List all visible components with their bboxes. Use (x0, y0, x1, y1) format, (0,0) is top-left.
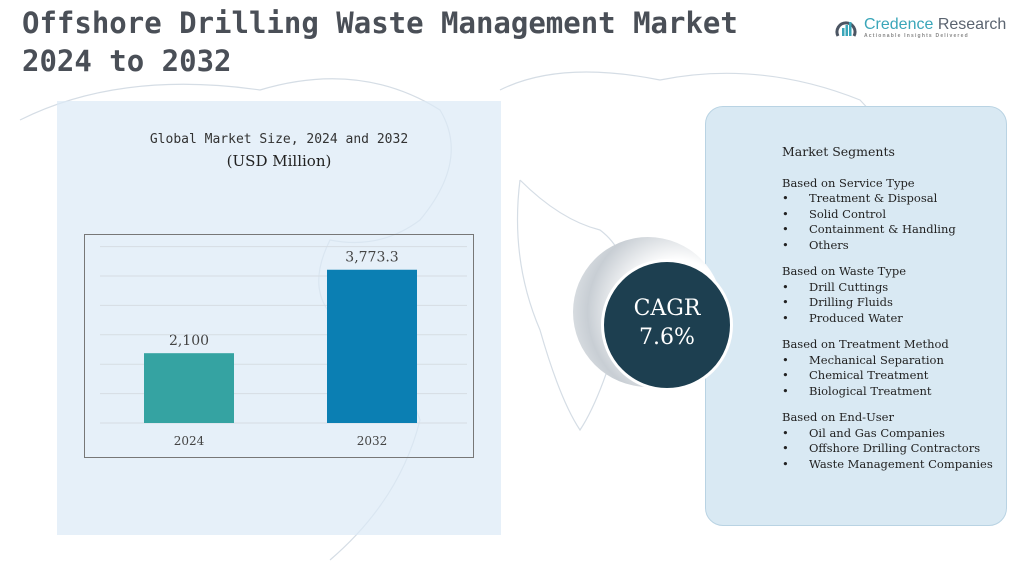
segment-heading: Based on Service Type (782, 175, 915, 190)
segment-item: Solid Control (782, 207, 993, 223)
market-size-panel (57, 101, 501, 535)
bar-chart: 2,100 2024 3,773.3 2032 (84, 234, 474, 458)
bar-2032 (327, 269, 417, 423)
segment-item: Containment & Handling (782, 222, 993, 238)
segment-item: Produced Water (782, 311, 993, 327)
segment-heading: Based on End-User (782, 410, 894, 424)
segment-item: Others (782, 238, 993, 254)
logo-name-1: Credence (864, 16, 934, 33)
market-segments: Market Segments Based on Service TypeTre… (782, 144, 993, 483)
segment-list: Oil and Gas CompaniesOffshore Drilling C… (782, 426, 993, 473)
logo-icon (835, 21, 857, 37)
segment-item: Offshore Drilling Contractors (782, 441, 993, 457)
x-tick-label: 2024 (174, 434, 205, 448)
segment-item: Oil and Gas Companies (782, 426, 993, 442)
chart-subtitle: (USD Million) (226, 152, 332, 170)
credence-research-logo: Credence Research Actionable Insights De… (834, 16, 1006, 40)
data-label: 3,773.3 (345, 250, 398, 266)
segment-item: Waste Management Companies (782, 457, 993, 473)
segment-item: Drilling Fluids (782, 295, 993, 311)
segment-item: Biological Treatment (782, 384, 993, 400)
title-line-1: Offshore Drilling Waste Management Marke… (22, 6, 738, 40)
logo-name-2: Research (933, 16, 1007, 33)
segment-item: Chemical Treatment (782, 368, 993, 384)
logo-tagline: Actionable Insights Delivered (864, 33, 969, 39)
segment-heading: Based on Treatment Method (782, 337, 949, 351)
cagr-label: CAGR (633, 296, 701, 321)
segment-list: Drill CuttingsDrilling FluidsProduced Wa… (782, 280, 993, 327)
segment-item: Drill Cuttings (782, 280, 993, 296)
title-line-2: 2024 to 2032 (22, 44, 232, 78)
data-label: 2,100 (169, 333, 209, 349)
cagr-badge: CAGR 7.6% (601, 259, 733, 391)
x-tick-label: 2032 (357, 434, 388, 448)
segments-title: Market Segments (782, 144, 895, 159)
chart-title: Global Market Size, 2024 and 2032 (149, 132, 409, 147)
segment-item: Treatment & Disposal (782, 191, 993, 207)
segment-heading: Based on Waste Type (782, 264, 907, 278)
segment-item: Mechanical Separation (782, 353, 993, 369)
segment-list: Mechanical SeparationChemical TreatmentB… (782, 353, 993, 400)
page-title: Offshore Drilling Waste Management Marke… (22, 4, 738, 80)
segment-list: Treatment & DisposalSolid ControlContain… (782, 191, 993, 253)
chart-svg: 2,100 2024 3,773.3 2032 (100, 246, 467, 448)
bar-2024 (144, 353, 234, 423)
cagr-value: 7.6% (639, 325, 695, 350)
